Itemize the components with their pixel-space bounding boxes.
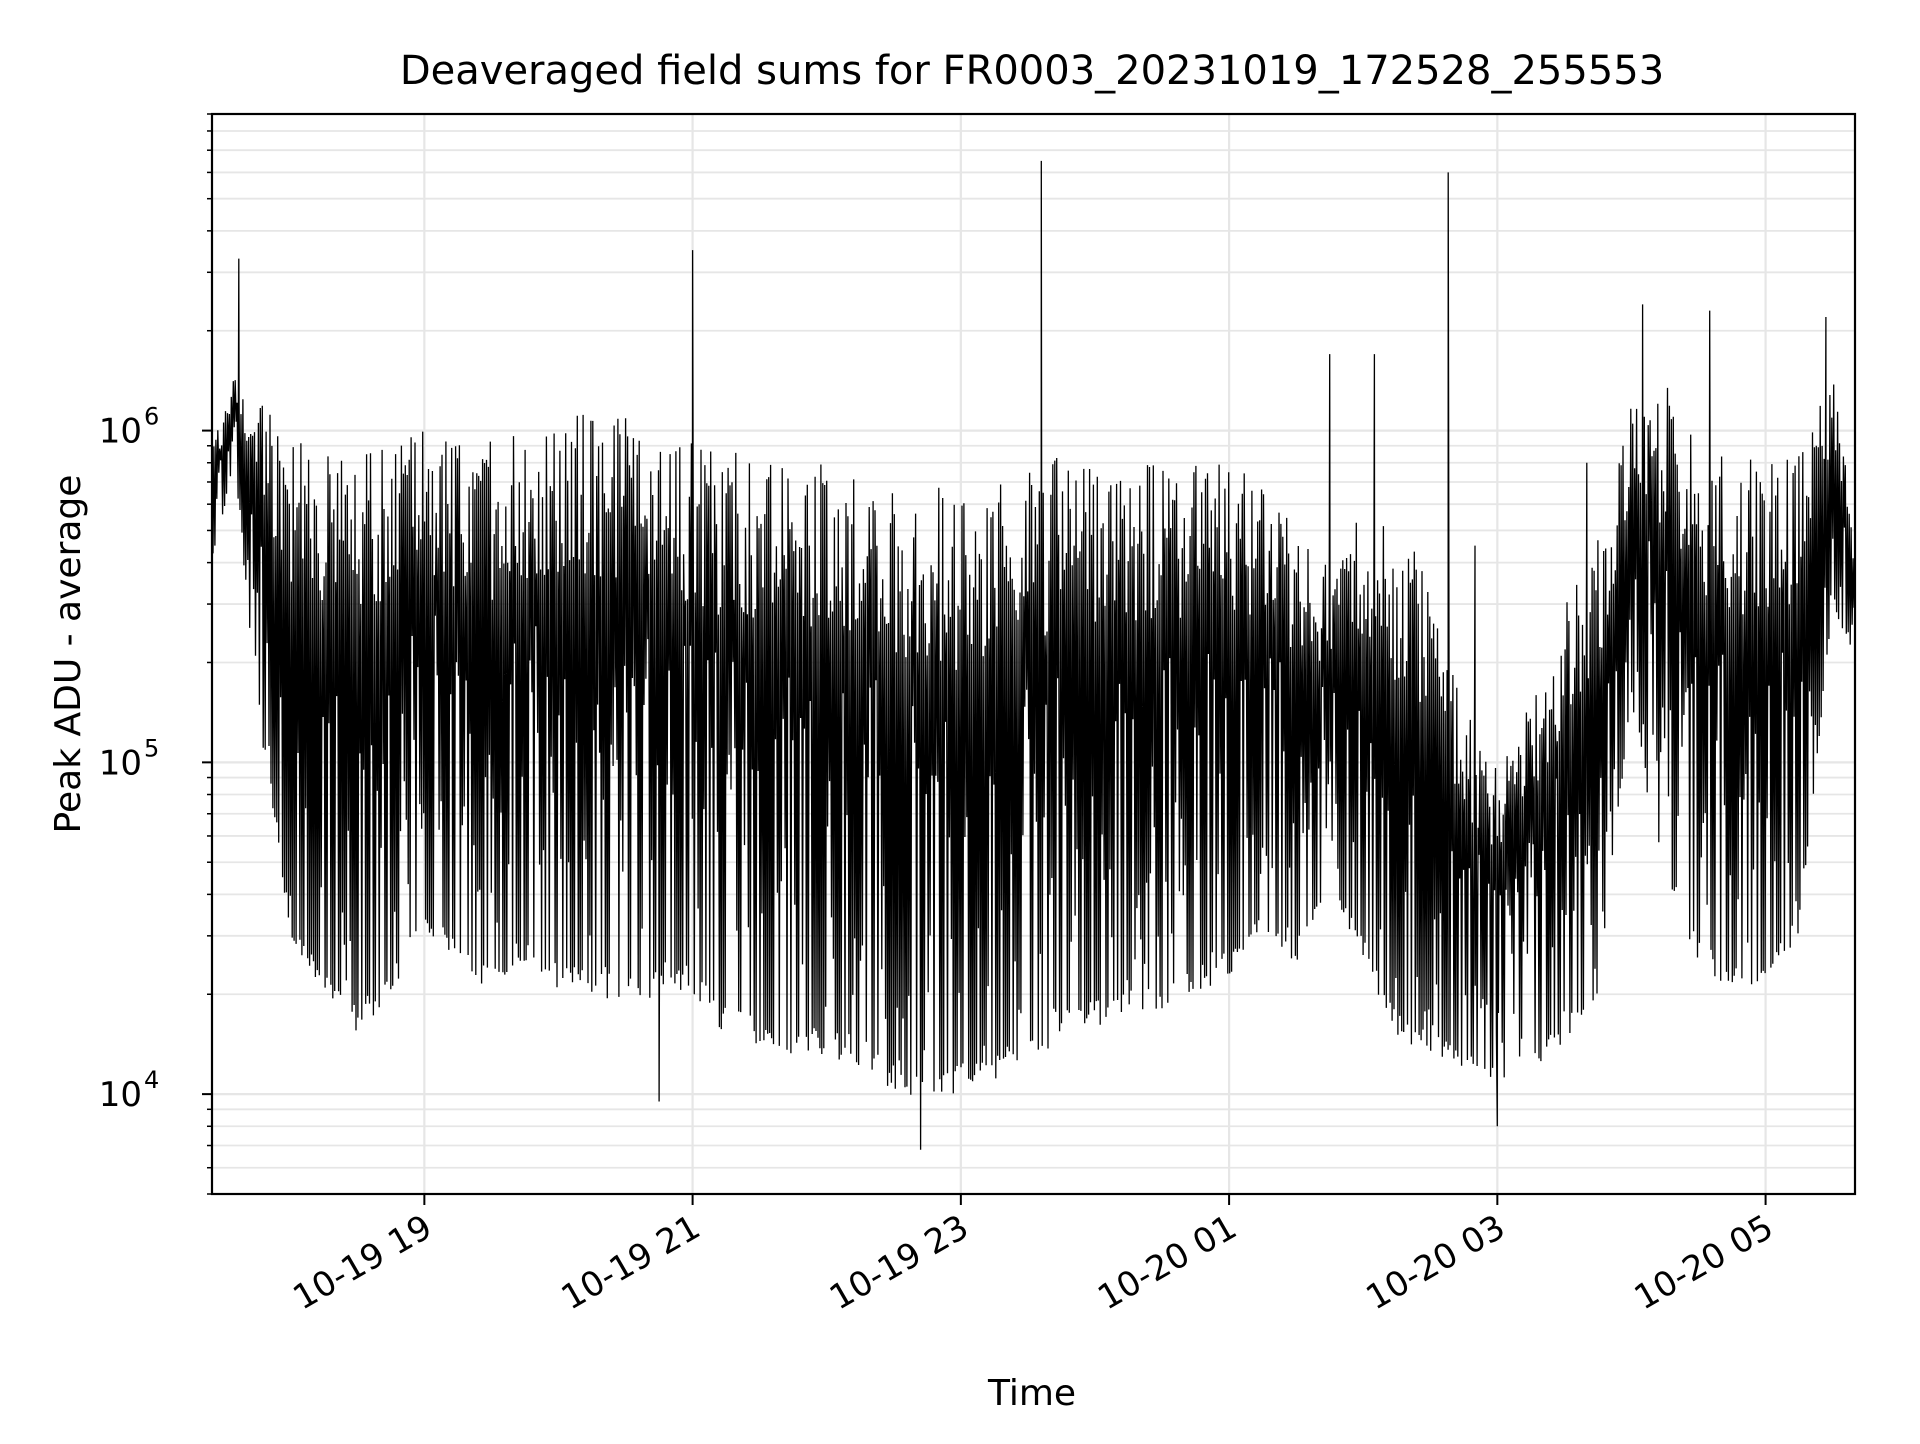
plot-frame	[210, 112, 1857, 1196]
series-layer	[211, 160, 1856, 1150]
series-line	[211, 160, 1856, 1150]
y-tick-label-exponent: 6	[144, 403, 159, 431]
y-tick-label: 10	[99, 743, 142, 783]
y-tick-label-exponent: 4	[144, 1066, 159, 1094]
y-axis-label: Peak ADU - average	[48, 475, 89, 834]
y-tick-label: 10	[99, 412, 142, 452]
x-axis-label: Time	[987, 1373, 1076, 1414]
y-tick-label: 10	[99, 1075, 142, 1115]
chart-title: Deaveraged field sums for FR0003_2023101…	[400, 48, 1664, 94]
y-tick-label-exponent: 5	[144, 734, 159, 762]
